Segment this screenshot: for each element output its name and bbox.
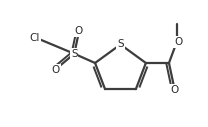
Text: O: O <box>170 85 178 95</box>
Text: O: O <box>75 26 83 36</box>
Text: O: O <box>174 37 182 47</box>
Text: S: S <box>71 49 78 59</box>
Text: Cl: Cl <box>30 33 40 43</box>
Text: O: O <box>52 65 60 75</box>
Text: S: S <box>117 39 124 49</box>
